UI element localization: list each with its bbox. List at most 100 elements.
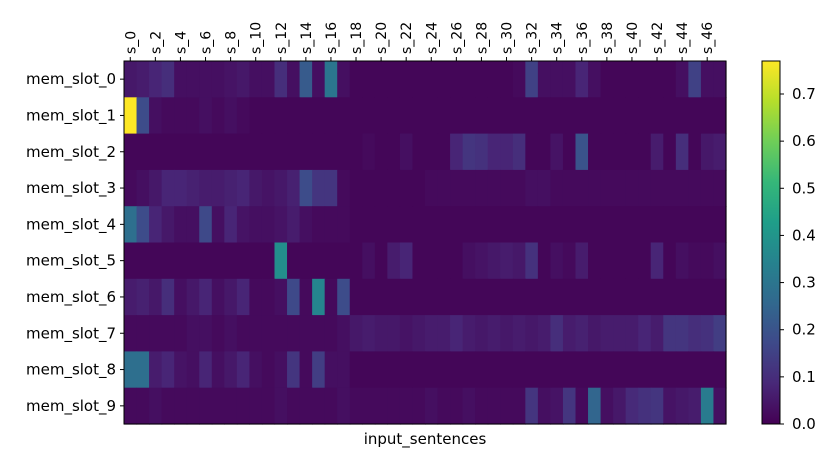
heatmap-cell xyxy=(638,242,652,280)
colorbar-tick-label: 0.2 xyxy=(792,321,816,339)
heatmap-cell xyxy=(174,315,188,352)
heatmap-cell xyxy=(337,315,351,352)
heatmap-cell xyxy=(124,206,138,244)
heatmap-cell xyxy=(161,242,175,280)
heatmap-cell xyxy=(462,169,476,207)
heatmap-cell xyxy=(199,278,213,316)
heatmap-cell xyxy=(299,97,313,135)
heatmap-cell xyxy=(613,351,627,389)
heatmap-cell xyxy=(537,315,552,352)
heatmap-cell xyxy=(638,315,652,352)
heatmap-cell xyxy=(512,351,526,389)
heatmap-cell xyxy=(700,242,715,280)
heatmap-cell xyxy=(663,387,677,425)
heatmap-cell xyxy=(236,169,251,207)
x-tick-label: s_40 xyxy=(625,22,641,54)
heatmap-cell xyxy=(274,387,288,425)
heatmap-cell xyxy=(236,97,251,135)
heatmap-cell xyxy=(588,169,602,207)
heatmap-cell xyxy=(487,169,501,207)
heatmap-cell xyxy=(700,387,715,425)
heatmap-cell xyxy=(412,61,426,98)
heatmap-cell xyxy=(638,278,652,316)
heatmap-cell xyxy=(475,315,489,352)
x-tick-label: s_22 xyxy=(399,22,415,54)
heatmap-cell xyxy=(211,387,225,425)
heatmap-cell xyxy=(625,133,639,171)
heatmap-cell xyxy=(224,315,238,352)
heatmap-cell xyxy=(512,169,526,207)
heatmap-cell xyxy=(374,315,388,352)
heatmap-cell xyxy=(399,133,414,171)
heatmap-cell xyxy=(374,351,388,389)
heatmap-cell xyxy=(324,351,338,389)
x-tick-label: s_20 xyxy=(374,22,390,54)
heatmap-cell xyxy=(537,351,552,389)
heatmap-cell xyxy=(550,169,564,207)
heatmap-cell xyxy=(299,315,313,352)
y-axis-ticks: mem_slot_0 mem_slot_1 mem_slot_2 mem_slot_3… xyxy=(26,70,124,416)
heatmap-cell xyxy=(274,97,288,135)
heatmap-cell xyxy=(186,315,200,352)
heatmap-cell xyxy=(261,387,276,425)
heatmap-cell xyxy=(274,133,288,171)
heatmap-cell xyxy=(550,315,564,352)
heatmap-cell xyxy=(199,387,213,425)
heatmap-cell xyxy=(412,242,426,280)
y-tick-label: mem_slot_1 xyxy=(26,106,116,125)
heatmap-cell xyxy=(149,387,163,425)
heatmap-cell xyxy=(600,169,614,207)
heatmap-cell xyxy=(487,97,501,135)
heatmap-cell xyxy=(588,97,602,135)
heatmap-cell xyxy=(550,133,564,171)
heatmap-cell xyxy=(437,97,451,135)
heatmap-cell xyxy=(450,351,464,389)
heatmap-cell xyxy=(299,133,313,171)
heatmap-cell xyxy=(475,387,489,425)
heatmap-cell xyxy=(562,61,577,98)
heatmap-cell xyxy=(224,97,238,135)
heatmap-cell xyxy=(650,206,664,244)
heatmap-cell xyxy=(525,169,539,207)
heatmap-cell xyxy=(387,206,401,244)
heatmap-cell xyxy=(136,206,150,244)
heatmap-cell xyxy=(399,315,414,352)
heatmap-cell xyxy=(149,351,163,389)
heatmap-cell xyxy=(349,169,363,207)
x-tick-label: s_44 xyxy=(675,22,691,54)
heatmap-cell xyxy=(487,315,501,352)
heatmap-cell xyxy=(211,97,225,135)
heatmap-cell xyxy=(399,169,414,207)
heatmap-cell xyxy=(374,387,388,425)
heatmap-cell xyxy=(274,61,288,98)
heatmap-cell xyxy=(374,61,388,98)
heatmap-cell xyxy=(299,387,313,425)
heatmap-cell xyxy=(600,315,614,352)
heatmap-cells xyxy=(124,61,727,425)
heatmap-cell xyxy=(349,133,363,171)
heatmap-cell xyxy=(362,97,376,135)
heatmap-cell xyxy=(224,169,238,207)
heatmap-cell xyxy=(512,278,526,316)
heatmap-cell xyxy=(211,61,225,98)
heatmap-cell xyxy=(525,315,539,352)
heatmap-cell xyxy=(600,61,614,98)
x-tick-label: s_0 xyxy=(123,31,139,54)
heatmap-cell xyxy=(324,133,338,171)
heatmap-cell xyxy=(236,315,251,352)
heatmap-cell xyxy=(537,97,552,135)
heatmap-cell xyxy=(688,133,702,171)
heatmap-cell xyxy=(299,242,313,280)
heatmap-cell xyxy=(299,206,313,244)
heatmap-cell xyxy=(274,242,288,280)
heatmap-cell xyxy=(675,169,689,207)
heatmap-cell xyxy=(136,133,150,171)
heatmap-cell xyxy=(387,315,401,352)
heatmap-cell xyxy=(462,97,476,135)
heatmap-cell xyxy=(613,242,627,280)
heatmap-cell xyxy=(149,169,163,207)
heatmap-cell xyxy=(425,206,439,244)
heatmap-cell xyxy=(700,315,715,352)
heatmap-cell xyxy=(261,169,276,207)
heatmap-cell xyxy=(700,206,715,244)
